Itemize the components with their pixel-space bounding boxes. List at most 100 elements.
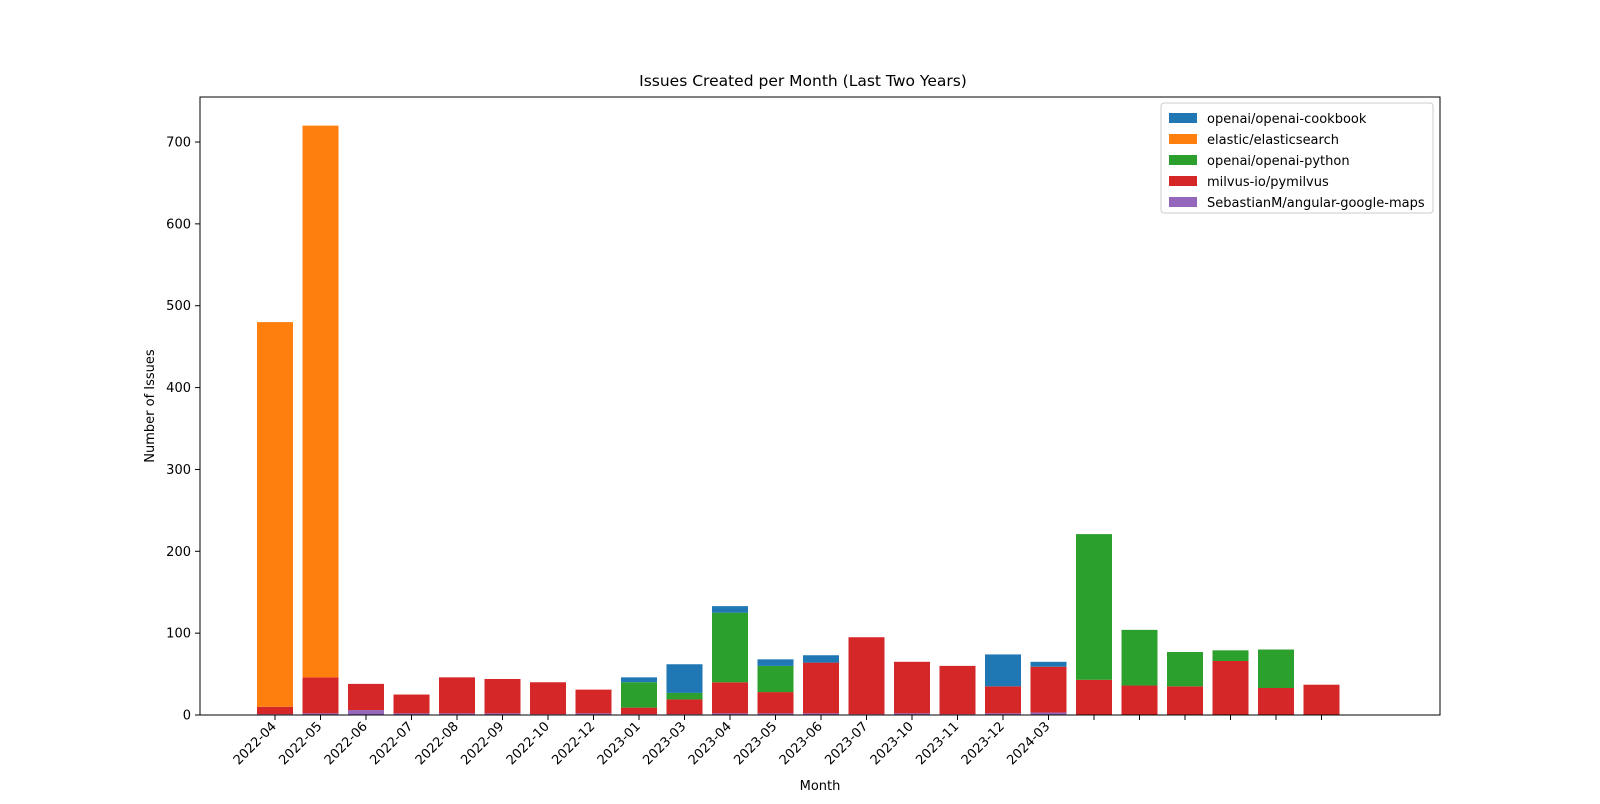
bar-milvus-io-pymilvus-3 — [393, 694, 430, 714]
legend-swatch — [1169, 197, 1197, 207]
x-tick-label: 2022-04 — [231, 719, 280, 768]
bar-openai-openai-cookbook-16 — [985, 654, 1021, 687]
y-tick-label: 700 — [166, 136, 191, 151]
bar-sebastianm-angular-google-maps-12 — [803, 713, 839, 715]
legend-label: elastic/elasticsearch — [1207, 133, 1339, 148]
bar-milvus-io-pymilvus-14 — [894, 661, 930, 714]
y-tick-label: 100 — [166, 627, 191, 642]
bar-milvus-io-pymilvus-13 — [848, 637, 885, 715]
bar-elastic-elasticsearch-0 — [257, 322, 293, 707]
bar-milvus-io-pymilvus-1 — [302, 677, 339, 714]
x-tick-label: 2022-12 — [549, 719, 598, 768]
bar-milvus-io-pymilvus-17 — [1030, 666, 1067, 713]
bar-sebastianm-angular-google-maps-4 — [439, 713, 475, 715]
legend-label: openai/openai-python — [1207, 154, 1350, 169]
bar-milvus-io-pymilvus-9 — [666, 699, 703, 715]
bar-milvus-io-pymilvus-6 — [530, 682, 566, 715]
bar-sebastianm-angular-google-maps-16 — [985, 713, 1021, 715]
legend-label: milvus-io/pymilvus — [1207, 175, 1329, 190]
y-tick-label: 300 — [166, 463, 191, 478]
x-tick-label: 2022-05 — [276, 719, 325, 768]
bar-openai-openai-python-21 — [1212, 650, 1249, 661]
bar-milvus-io-pymilvus-11 — [757, 692, 794, 714]
bar-openai-openai-cookbook-11 — [757, 659, 794, 666]
legend-swatch — [1169, 113, 1197, 123]
bar-elastic-elasticsearch-1 — [302, 125, 339, 678]
x-tick-label: 2022-07 — [367, 719, 416, 768]
bar-openai-openai-python-11 — [757, 665, 794, 693]
bar-milvus-io-pymilvus-12 — [803, 662, 839, 714]
bar-openai-openai-python-22 — [1258, 649, 1294, 688]
bar-sebastianm-angular-google-maps-10 — [712, 713, 748, 715]
bar-milvus-io-pymilvus-7 — [575, 689, 612, 714]
bar-openai-openai-python-20 — [1167, 651, 1203, 687]
bar-milvus-io-pymilvus-8 — [621, 707, 657, 715]
x-tick-label: 2024-03 — [1004, 719, 1053, 768]
bar-sebastianm-angular-google-maps-1 — [302, 713, 339, 715]
legend-box — [1160, 102, 1434, 214]
bar-openai-openai-python-18 — [1076, 534, 1112, 680]
y-tick-label: 400 — [166, 381, 191, 396]
x-tick-label: 2023-06 — [777, 719, 826, 768]
bar-openai-openai-python-10 — [712, 612, 748, 683]
bar-milvus-io-pymilvus-22 — [1258, 687, 1294, 715]
legend: openai/openai-cookbook elastic/elasticsea… — [1160, 102, 1434, 214]
legend-label: SebastianM/angular-google-maps — [1207, 196, 1425, 211]
legend-swatch — [1169, 134, 1197, 144]
y-tick-label: 200 — [166, 545, 191, 560]
bar-sebastianm-angular-google-maps-5 — [484, 713, 521, 715]
x-tick-label: 2023-01 — [595, 719, 644, 768]
bar-milvus-io-pymilvus-16 — [985, 686, 1021, 714]
x-tick-label: 2022-06 — [322, 719, 371, 768]
bar-openai-openai-python-8 — [621, 682, 657, 708]
bar-sebastianm-angular-google-maps-17 — [1030, 712, 1067, 715]
x-tick-label: 2023-10 — [868, 719, 917, 768]
bar-sebastianm-angular-google-maps-7 — [575, 713, 612, 715]
y-tick-label: 500 — [166, 299, 191, 314]
x-tick-label: 2022-10 — [504, 719, 553, 768]
bar-sebastianm-angular-google-maps-3 — [393, 713, 430, 715]
bar-openai-openai-cookbook-8 — [621, 677, 657, 683]
bar-sebastianm-angular-google-maps-11 — [757, 713, 794, 715]
x-tick-label: 2023-05 — [731, 719, 780, 768]
x-tick-label: 2023-07 — [822, 719, 871, 768]
bar-openai-openai-cookbook-12 — [803, 655, 839, 663]
bar-milvus-io-pymilvus-5 — [484, 678, 521, 714]
x-tick-label: 2022-09 — [458, 719, 507, 768]
bar-milvus-io-pymilvus-18 — [1076, 679, 1112, 715]
y-tick-label: 600 — [166, 217, 191, 232]
x-tick-label: 2023-04 — [686, 719, 735, 768]
bar-milvus-io-pymilvus-23 — [1303, 684, 1340, 715]
y-tick-label: 0 — [183, 709, 191, 724]
x-tick-label: 2023-12 — [959, 719, 1008, 768]
bar-openai-openai-python-19 — [1121, 629, 1158, 686]
bar-milvus-io-pymilvus-2 — [348, 683, 384, 711]
bar-openai-openai-cookbook-10 — [712, 606, 748, 613]
x-axis: 2022-042022-052022-062022-072022-082022-… — [231, 715, 1322, 768]
x-tick-label: 2022-08 — [413, 719, 462, 768]
bar-milvus-io-pymilvus-20 — [1167, 686, 1203, 715]
bar-milvus-io-pymilvus-0 — [257, 706, 293, 715]
plot-frame — [199, 96, 1441, 716]
x-tick-label: 2023-11 — [913, 719, 962, 768]
bar-openai-openai-cookbook-9 — [666, 664, 703, 693]
legend-label: openai/openai-cookbook — [1207, 112, 1367, 127]
bars-group — [257, 125, 1340, 715]
x-axis-label: Month — [800, 779, 841, 794]
bar-milvus-io-pymilvus-21 — [1212, 660, 1249, 715]
legend-swatch — [1169, 176, 1197, 186]
x-tick-label: 2023-03 — [640, 719, 689, 768]
bar-openai-openai-python-9 — [666, 692, 703, 700]
y-axis: 0 100 200 300 400 500 600 700 — [166, 136, 200, 724]
bar-milvus-io-pymilvus-19 — [1121, 685, 1158, 715]
chart-title: Issues Created per Month (Last Two Years… — [639, 72, 967, 90]
bar-sebastianm-angular-google-maps-2 — [348, 710, 384, 715]
bar-milvus-io-pymilvus-10 — [712, 682, 748, 714]
bar-openai-openai-cookbook-17 — [1030, 661, 1067, 667]
bar-sebastianm-angular-google-maps-14 — [894, 713, 930, 715]
legend-swatch — [1169, 155, 1197, 165]
bar-milvus-io-pymilvus-15 — [939, 665, 976, 715]
bar-milvus-io-pymilvus-4 — [439, 677, 475, 714]
